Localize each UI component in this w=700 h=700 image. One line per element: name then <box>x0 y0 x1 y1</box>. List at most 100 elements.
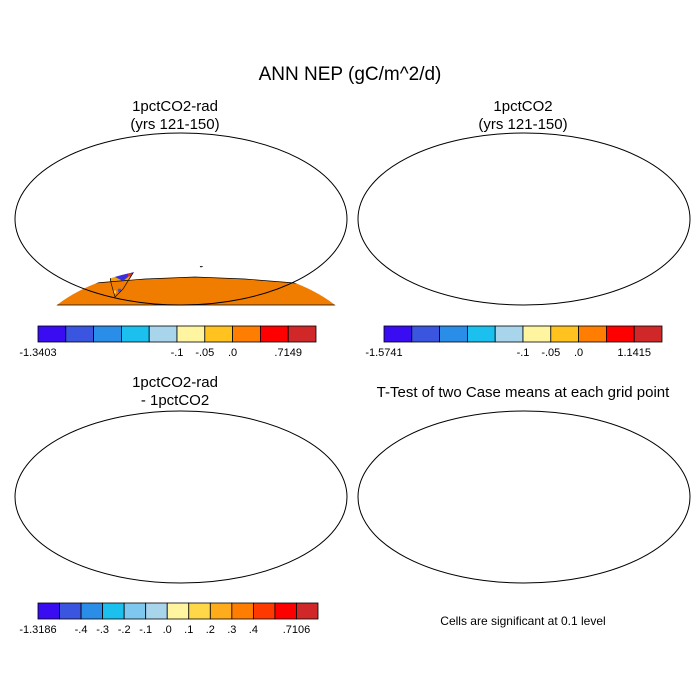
colorbar-box <box>231 602 254 620</box>
colorbar-box <box>188 602 211 620</box>
landmass-africa <box>512 475 570 545</box>
landmass-australia <box>283 523 321 551</box>
landmass-japan <box>304 179 311 193</box>
map-panel-1 <box>14 132 348 306</box>
colorbar-box <box>439 325 468 343</box>
colorbar-label: 1.1415 <box>617 347 651 359</box>
colorbar-label: .4 <box>249 624 258 636</box>
landmass-samerica <box>446 511 484 575</box>
colorbar-label: -1.5741 <box>365 347 402 359</box>
colorbar-label: -.05 <box>195 347 214 359</box>
colorbar-box <box>522 325 552 343</box>
colorbar-box <box>252 602 276 620</box>
colorbar-box <box>466 325 496 343</box>
colorbar-label: -.2 <box>118 624 131 636</box>
map-border <box>14 410 348 584</box>
landmass-seasia <box>608 213 626 229</box>
colorbar-panel-2: -1.5741 -.1 -.05 .0 1.1415 <box>365 325 663 359</box>
landmass-seasia <box>265 491 283 507</box>
colorbar-label: -.05 <box>541 347 560 359</box>
landmass-japan <box>647 457 654 471</box>
landmass-africa <box>168 266 228 268</box>
colorbar-box <box>59 602 82 620</box>
landmass-australia <box>626 245 664 273</box>
colorbar-label: -.1 <box>171 347 184 359</box>
colorbar-box <box>274 602 297 620</box>
panel-4-title-line1: T-Test of two Case means at each grid po… <box>376 384 670 401</box>
colorbar-label: .0 <box>228 347 237 359</box>
colorbar-label: -1.3403 <box>19 347 56 359</box>
map-border <box>357 132 691 306</box>
colorbar-box <box>176 325 206 343</box>
colorbar-box <box>145 602 168 620</box>
colorbar-box <box>383 325 413 343</box>
colorbar-label: .1 <box>184 624 193 636</box>
landmass-eurasia <box>165 153 315 213</box>
colorbar-panel-3: -1.3186 -.4 -.3 -.2 -.1 .0 .1 .2 .3 .4 .7106 <box>19 602 319 636</box>
map-panel-3 <box>14 410 348 584</box>
landmass-nz <box>674 273 678 283</box>
landmass-antarctica <box>368 555 688 583</box>
landmass-nz <box>674 551 678 561</box>
landmass-nz <box>331 551 335 561</box>
landmass-uk <box>514 165 520 175</box>
landmass-arabia <box>221 481 241 501</box>
colorbar-box <box>287 325 317 343</box>
panel-1-title-line1: 1pctCO2-rad <box>132 98 218 115</box>
significance-note: Cells are significant at 0.1 level <box>440 614 606 628</box>
panel-2-title-line2: (yrs 121-150) <box>478 116 568 133</box>
landmass-namerica <box>398 439 506 507</box>
landmass-uk <box>514 443 520 453</box>
landmass-eurasia <box>508 431 658 491</box>
colorbar-label: -.3 <box>96 624 109 636</box>
colorbar-box <box>296 602 319 620</box>
landmass-australia <box>282 266 322 274</box>
colorbar-label: .0 <box>163 624 172 636</box>
landmass-arabia <box>564 481 584 501</box>
landmass-greenland <box>476 421 510 445</box>
tropical-region <box>183 227 211 245</box>
map-border <box>14 132 348 306</box>
landmass-nz <box>330 272 336 284</box>
landmass-greenland <box>133 143 167 167</box>
colorbar-box <box>37 325 67 343</box>
landmass-japan <box>647 179 654 193</box>
landmass-seasia <box>265 213 283 229</box>
colorbar-box <box>411 325 440 343</box>
landmass-africa <box>512 197 570 267</box>
colorbar-box <box>232 325 261 343</box>
colorbar-box <box>123 602 147 620</box>
colorbar-box <box>65 325 95 343</box>
landmass-antarctica <box>368 277 688 305</box>
landmass-madagascar <box>225 247 231 263</box>
landmass-namerica <box>398 161 506 229</box>
colorbar-box <box>37 602 60 620</box>
panel-1-title: 1pctCO2-rad (yrs 121-150) <box>25 98 325 134</box>
landmass-eurasia <box>508 153 658 213</box>
landmass-india <box>245 207 259 225</box>
panel-3-title-line1: 1pctCO2-rad <box>132 374 218 391</box>
landmass-india <box>588 485 602 503</box>
colorbar-box <box>204 325 234 343</box>
colorbar-label: .7149 <box>274 347 302 359</box>
colorbar-label: -.1 <box>139 624 152 636</box>
landmass-indonesia <box>271 231 305 239</box>
landmass-seasia <box>608 491 626 507</box>
landmass-india <box>245 485 259 503</box>
colorbar-box <box>80 602 104 620</box>
panel-3-title: 1pctCO2-rad - 1pctCO2 <box>25 374 325 410</box>
colorbar-box <box>102 602 125 620</box>
landmass-australia <box>626 523 664 551</box>
tropical-region <box>267 217 281 229</box>
landmass-japan <box>304 457 311 471</box>
landmass-samerica <box>446 233 484 297</box>
landmass-indonesia <box>614 509 648 517</box>
landmass-madagascar <box>568 525 574 541</box>
landmass-namerica <box>55 439 163 507</box>
colorbar-box <box>148 325 178 343</box>
landmass-uk <box>171 165 177 175</box>
colorbar-box <box>121 325 150 343</box>
figure-title: ANN NEP (gC/m^2/d) <box>258 64 442 85</box>
colorbar-box <box>606 325 635 343</box>
